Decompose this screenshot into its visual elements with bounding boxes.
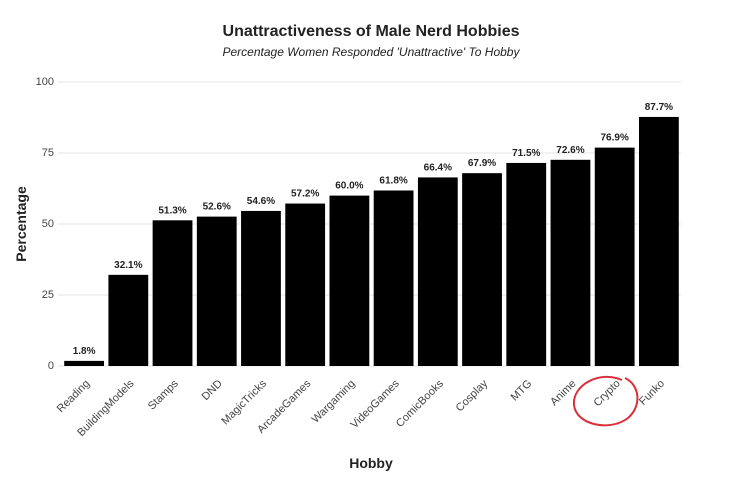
value-label: 61.8% — [379, 175, 407, 186]
bar — [462, 173, 502, 366]
value-label: 72.6% — [556, 145, 584, 156]
y-tick-label: 0 — [48, 360, 54, 372]
x-tick-label: Funko — [637, 378, 667, 408]
x-tick-label: MTG — [509, 378, 535, 404]
bar — [285, 203, 326, 366]
x-tick-label: Cosplay — [454, 377, 491, 414]
value-label: 1.8% — [73, 346, 96, 357]
x-tick-label: ComicBooks — [394, 377, 446, 429]
value-label: 71.5% — [512, 148, 540, 159]
value-label: 51.3% — [158, 205, 186, 216]
x-tick-label: Wargaming — [310, 378, 358, 426]
highlight-circle — [572, 375, 639, 427]
value-label: 52.6% — [203, 202, 231, 213]
x-tick-label: DND — [200, 378, 225, 403]
value-label: 87.7% — [645, 102, 673, 113]
bar — [241, 210, 281, 366]
bar — [196, 216, 237, 366]
bar — [506, 162, 547, 366]
value-label: 32.1% — [114, 260, 142, 271]
bar — [373, 190, 414, 366]
x-axis-title: Hobby — [349, 455, 393, 471]
value-label: 54.6% — [247, 196, 275, 207]
bar — [152, 220, 193, 366]
y-axis-title: Percentage — [13, 186, 29, 262]
y-tick-label: 75 — [42, 147, 54, 159]
y-tick-label: 50 — [42, 218, 54, 230]
value-label: 76.9% — [600, 133, 628, 144]
value-label: 66.4% — [424, 162, 452, 173]
x-tick-label: Stamps — [146, 377, 181, 412]
y-tick-label: 25 — [42, 289, 54, 301]
bar — [108, 274, 149, 366]
bar — [594, 147, 635, 366]
x-tick-label: Reading — [55, 378, 92, 415]
value-label: 67.9% — [468, 158, 496, 169]
bar — [329, 195, 370, 366]
chart-subtitle: Percentage Women Responded 'Unattractive… — [223, 45, 521, 59]
chart-title: Unattractiveness of Male Nerd Hobbies — [223, 23, 520, 40]
value-label: 60.0% — [335, 181, 363, 192]
bar — [64, 360, 105, 366]
x-tick-label: Crypto — [591, 378, 622, 409]
bar — [417, 177, 458, 366]
value-label: 57.2% — [291, 189, 319, 200]
bar — [550, 159, 591, 366]
bar — [638, 116, 679, 366]
y-tick-label: 100 — [36, 76, 54, 88]
